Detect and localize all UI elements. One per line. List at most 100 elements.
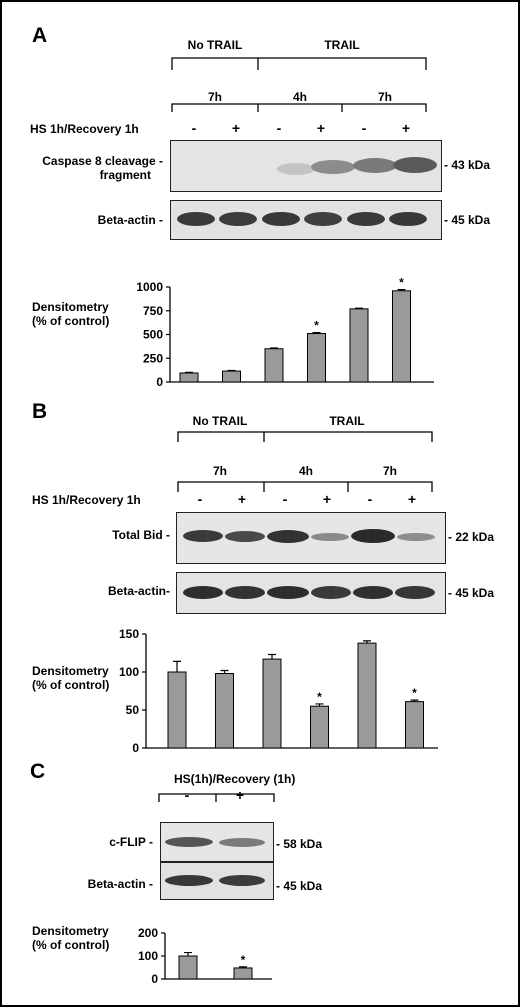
panel-a-error-bar: [227, 369, 236, 372]
panel-a-caspase8-kda: - 43 kDa: [444, 158, 491, 172]
panel-a-lane-2: +: [231, 120, 241, 136]
panel-c-bar: [178, 955, 198, 980]
panel-c-bracket: [158, 793, 275, 802]
panel-a-group-trail: TRAIL: [324, 38, 360, 52]
panel-b-time-1: 7h: [212, 464, 228, 478]
panel-c-bar: [233, 967, 253, 980]
panel-a-error-bar: [185, 371, 193, 374]
panel-a-significance-star: *: [399, 276, 404, 290]
panel-c-letter: C: [30, 760, 46, 783]
panel-b-bar: [310, 705, 329, 749]
panel-a-bar: [349, 308, 369, 383]
panel-c-ytick-label: 200: [138, 926, 158, 940]
panel-b-actin-blot: [176, 572, 446, 614]
panel-c-significance-star: *: [241, 953, 246, 967]
panel-a-ytick-label: 0: [156, 375, 163, 389]
panel-c-cflip-kda: - 58 kDa: [276, 837, 323, 851]
panel-c-densitometry-chart: 0 100 200 *: [138, 926, 272, 986]
panel-b-bar: [215, 673, 234, 749]
panel-c-ytick-label: 100: [138, 949, 158, 963]
panel-a-ytick-label: 750: [143, 304, 163, 318]
panel-a-significance-star: *: [314, 319, 319, 333]
panel-a-time-3: 7h: [377, 90, 393, 104]
panel-a-bar: [392, 290, 411, 383]
panel-b-lane-1: -: [197, 491, 203, 507]
panel-b-error-bar: [363, 640, 371, 644]
panel-a-time-2: 4h: [292, 90, 308, 104]
panel-b-group-trail: TRAIL: [329, 414, 365, 428]
panel-a-lane-1: -: [191, 120, 197, 136]
panel-b-ytick-label: 150: [119, 627, 139, 641]
panel-a-group-no-trail: No TRAIL: [187, 38, 243, 52]
panel-a-densitometry-chart: 0 250 500 750 1000 * *: [136, 276, 434, 389]
panel-b-significance-star: *: [412, 686, 417, 700]
panel-b-lane-2: +: [237, 491, 247, 507]
panel-a-group-brackets: [171, 57, 427, 112]
panel-a-ylabel: Densitometry (% of control): [32, 300, 110, 328]
panel-a-lane-6: +: [401, 120, 411, 136]
panel-b-error-bar: [315, 703, 324, 707]
panel-b-bid-kda: - 22 kDa: [448, 530, 495, 544]
panel-b-error-bar: [220, 669, 229, 674]
panel-b-ytick-label: 100: [119, 665, 139, 679]
panel-b-error-bar: [173, 660, 181, 672]
panel-b-error-bar: [268, 653, 276, 660]
panel-b-group-no-trail: No TRAIL: [192, 414, 248, 428]
panel-b-lane-3: -: [282, 491, 288, 507]
panel-a-ytick-label: 250: [143, 351, 163, 365]
panel-b-bid-label: Total Bid -: [112, 528, 170, 542]
panel-b-actin-label: Beta-actin-: [107, 584, 170, 598]
panel-b-time-2: 4h: [298, 464, 314, 478]
panel-a-actin-kda: - 45 kDa: [444, 213, 491, 227]
panel-a-lane-4: +: [316, 120, 326, 136]
panel-c-cflip-blot: [160, 822, 274, 862]
panel-c-treatment-label: HS(1h)/Recovery (1h): [174, 772, 296, 786]
panel-b-bar: [262, 658, 282, 749]
panel-b-time-3: 7h: [382, 464, 398, 478]
panel-a-lane-3: -: [276, 120, 282, 136]
panel-a-lane-5: -: [361, 120, 367, 136]
panel-b-error-bar: [410, 699, 419, 702]
panel-b-group-brackets: [177, 431, 433, 492]
panel-c-lane-1: -: [184, 787, 190, 803]
panel-b-lane-5: -: [367, 491, 373, 507]
panel-c-ylabel: Densitometry (% of control): [32, 924, 110, 952]
panel-a-actin-label: Beta-actin -: [97, 213, 163, 227]
panel-b-bid-blot: [176, 512, 446, 564]
panel-a-error-bar: [355, 307, 363, 309]
panel-c-error-bar: [239, 966, 247, 968]
panel-b-treatment-label: HS 1h/Recovery 1h: [32, 493, 141, 507]
panel-a-ytick-label: 500: [143, 328, 163, 342]
panel-b-letter: B: [32, 400, 48, 423]
panel-a-time-1: 7h: [207, 90, 223, 104]
panel-b-bar: [167, 671, 187, 749]
panel-c-actin-blot: [160, 862, 274, 900]
panel-b-ytick-label: 0: [132, 741, 139, 755]
panel-b-ytick-label: 50: [126, 703, 140, 717]
panel-a-letter: A: [32, 24, 48, 47]
panel-a-bar: [222, 370, 241, 383]
panel-b-bar: [357, 642, 377, 749]
panel-b-ylabel: Densitometry (% of control): [32, 664, 110, 692]
panel-b-densitometry-chart: 0 50 100 150 * *: [119, 627, 438, 755]
panel-a-error-bar: [270, 347, 278, 349]
panel-a-ytick-label: 1000: [136, 280, 163, 294]
panel-c-lane-2: +: [235, 787, 245, 803]
panel-c-ytick-label: 0: [151, 972, 158, 986]
panel-b-bar: [405, 701, 424, 749]
panel-c-actin-label: Beta-actin -: [87, 877, 153, 891]
panel-a-bar: [179, 372, 199, 383]
panel-a-bar: [264, 348, 284, 383]
panel-c-error-bar: [184, 951, 192, 956]
panel-a-caspase8-label: Caspase 8 cleavage - fragment: [42, 154, 163, 182]
panel-c-actin-kda: - 45 kDa: [276, 879, 323, 893]
panel-a-actin-blot: [170, 200, 442, 240]
panel-a-error-bar: [397, 289, 406, 291]
panel-b-lane-4: +: [322, 491, 332, 507]
panel-a-caspase8-blot: [170, 140, 442, 192]
panel-b-lane-6: +: [407, 491, 417, 507]
panel-a-bar: [307, 333, 326, 383]
panel-c-cflip-label: c-FLIP -: [109, 835, 153, 849]
panel-b-significance-star: *: [317, 690, 322, 704]
